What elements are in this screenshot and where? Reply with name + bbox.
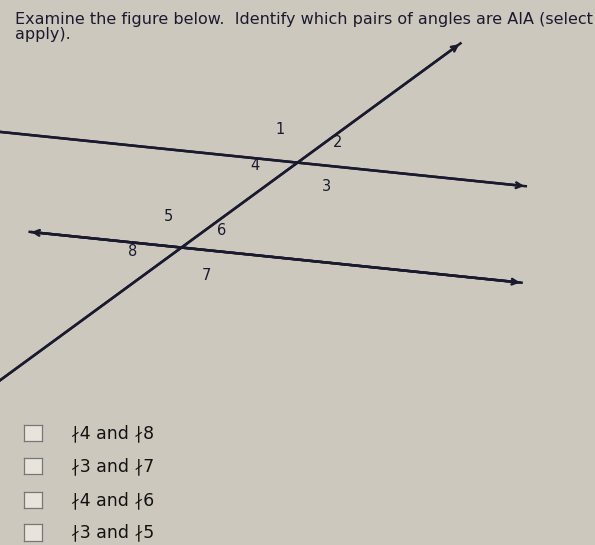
- Text: ∤3 and ∤5: ∤3 and ∤5: [71, 523, 155, 542]
- Text: 8: 8: [128, 244, 137, 259]
- Text: 4: 4: [250, 159, 259, 173]
- Text: apply).: apply).: [15, 27, 71, 43]
- Text: 5: 5: [164, 209, 173, 224]
- Text: 7: 7: [202, 268, 211, 283]
- Text: ∤3 and ∤7: ∤3 and ∤7: [71, 457, 155, 475]
- Text: 6: 6: [217, 223, 227, 239]
- Text: Examine the figure below.  Identify which pairs of angles are AIA (select all th: Examine the figure below. Identify which…: [15, 12, 595, 27]
- Text: 3: 3: [321, 179, 331, 194]
- Text: ∤4 and ∤6: ∤4 and ∤6: [71, 490, 155, 509]
- Text: ∤4 and ∤8: ∤4 and ∤8: [71, 424, 155, 443]
- Text: 1: 1: [275, 122, 284, 137]
- Text: 2: 2: [333, 135, 343, 150]
